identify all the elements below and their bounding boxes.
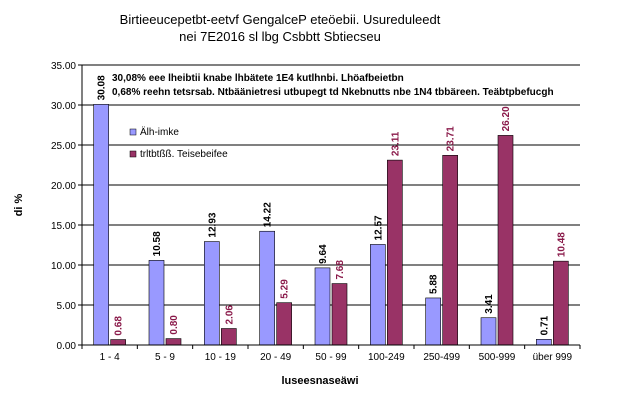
y-tick-labels: 0.00 5.00 10.00 15.00 20.00 25.00 30.00 35.00 (51, 61, 76, 352)
y-tick-label: 5.00 (57, 301, 77, 312)
y-tick-label: 20.00 (51, 181, 76, 192)
data-label: 9.64 (318, 244, 329, 264)
data-label: 10.58 (152, 231, 163, 256)
x-tick-label: 20 - 49 (260, 352, 292, 363)
bar (442, 155, 458, 346)
data-label: 12.93 (207, 212, 218, 237)
bar (480, 317, 497, 346)
data-label: 23.71 (446, 126, 457, 151)
x-tick-label: 50 - 99 (315, 352, 347, 363)
x-axis-label: luseesnaseäwi (281, 375, 358, 387)
bar (110, 339, 126, 346)
annotation-line-2: 0,68% reehn tetsrsab. Ntbäänietresi utbu… (112, 87, 554, 98)
chart-title-line-1: Birtieeucepetbt-eetvf GengalceP eteöebii… (120, 12, 441, 27)
x-tick-label: 500-999 (479, 352, 516, 363)
data-label: 10.48 (556, 232, 567, 257)
data-label: 0.80 (169, 315, 180, 335)
bar (497, 135, 514, 346)
bar (276, 302, 292, 346)
annotation-line-1: 30,08% eee lheibtii knabe lhbätete 1E4 k… (112, 73, 404, 84)
bar (93, 104, 109, 346)
legend-label: trltbtßß. Teisebeifee (140, 149, 228, 160)
bar (536, 339, 552, 346)
data-label: 0.68 (114, 316, 125, 336)
bar (553, 260, 569, 346)
bar (370, 244, 386, 346)
bar (204, 241, 220, 346)
chart-title-line-2: nei 7E2016 sl lbg Csbbtt Sbtiecseu (179, 29, 381, 44)
x-tick-label: 10 - 19 (205, 352, 237, 363)
data-label: 2.06 (224, 305, 235, 325)
y-tick-label: 30.00 (51, 101, 76, 112)
bar (387, 159, 403, 346)
bar (331, 283, 348, 346)
legend: Älh-imke trltbtßß. Teisebeifee (129, 126, 228, 160)
legend-swatch (129, 150, 137, 158)
bars (93, 104, 569, 346)
data-label: 5.29 (280, 279, 291, 299)
bar (221, 328, 237, 346)
x-tick-label: 250-499 (423, 352, 460, 363)
y-tick-label: 10.00 (51, 261, 76, 272)
gridlines (78, 64, 581, 349)
bar (259, 230, 275, 346)
bar (314, 267, 331, 346)
data-label: 23.11 (390, 131, 401, 156)
x-tick-label: 1 - 4 (100, 352, 120, 363)
bar (165, 338, 182, 346)
y-axis-label: di % (13, 193, 25, 216)
data-label: 12.57 (373, 215, 384, 240)
x-tick-label: über 999 (533, 352, 573, 363)
legend-label: Älh-imke (140, 126, 179, 138)
y-tick-label: 25.00 (51, 141, 76, 152)
data-label: 26.20 (501, 106, 512, 131)
data-label: 30.08 (97, 75, 108, 100)
legend-swatch (129, 128, 137, 136)
data-label: 14.22 (263, 202, 274, 227)
bar (148, 260, 165, 346)
y-tick-label: 35.00 (51, 61, 76, 72)
x-tick-label: 5 - 9 (155, 352, 175, 363)
y-tick-label: 15.00 (51, 221, 76, 232)
x-tick-label: 100-249 (368, 352, 405, 363)
data-label: 3.41 (484, 294, 495, 314)
data-labels: 30.08 0.68 10.58 0.80 12.93 2.06 14.22 5.29 9.64… (97, 75, 568, 336)
bar (425, 297, 441, 346)
data-label: 5.88 (429, 274, 440, 294)
data-label: 7.68 (335, 260, 346, 280)
x-tick-labels: 1 - 4 5 - 9 10 - 19 20 - 49 50 - 99 100-249 25… (100, 352, 573, 363)
data-label: 0.71 (539, 315, 550, 335)
y-tick-label: 0.00 (57, 341, 77, 352)
axes (81, 65, 580, 346)
